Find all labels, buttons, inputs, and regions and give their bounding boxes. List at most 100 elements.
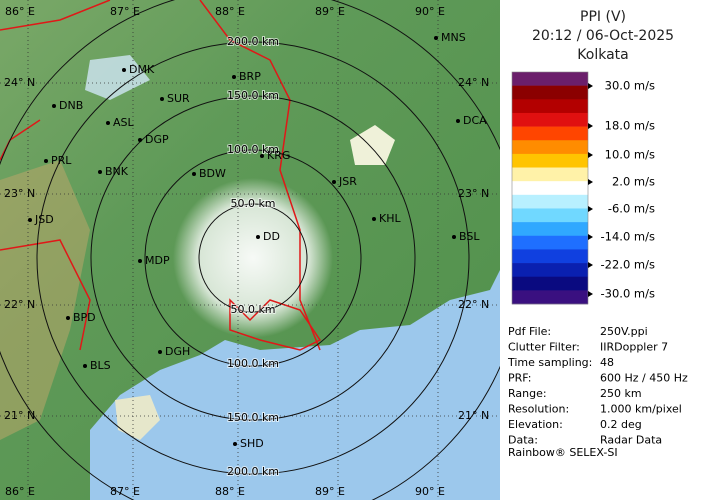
scale-label: 2.0 m/s: [612, 175, 655, 189]
city-label: BRP: [239, 70, 261, 83]
scale-label: -14.0 m/s: [601, 230, 655, 244]
city-label: DGH: [165, 345, 190, 358]
lon-label: 87° E: [110, 5, 140, 18]
range-label: 200.0 km: [227, 35, 279, 48]
scale-band: [512, 99, 588, 114]
map-labels: 86° E 87° E 88° E 89° E 90° E 86° E 87° E 88° E…: [4, 5, 489, 498]
graticule: [0, 0, 500, 500]
lat-label: 21° N: [458, 409, 489, 422]
scale-band: [512, 126, 588, 141]
info-label: Resolution:: [508, 403, 569, 416]
range-label: 100.0 km: [227, 143, 279, 156]
scale-band: [512, 194, 588, 209]
city-label: JSD: [34, 213, 54, 226]
lat-label: 24° N: [4, 76, 35, 89]
scale-pointer: [588, 123, 593, 129]
echo-cloud: [85, 55, 150, 100]
scale-frame: [511, 71, 589, 305]
range-ring: [36, 41, 470, 475]
city-dot: [456, 119, 460, 123]
city-dot: [434, 36, 438, 40]
lon-label: 90° E: [415, 5, 445, 18]
city-label: SHD: [240, 437, 264, 450]
city-label: DNB: [59, 99, 83, 112]
city-label: DMK: [129, 63, 155, 76]
info-label: Clutter Filter:: [508, 341, 580, 354]
range-ring: [90, 95, 416, 421]
scale-label: 18.0 m/s: [605, 119, 655, 133]
lon-label: 86° E: [5, 485, 35, 498]
info-label: Data:: [508, 434, 538, 447]
range-label: 100.0 km: [227, 357, 279, 370]
scale-label: -30.0 m/s: [601, 287, 655, 301]
range-label: 150.0 km: [227, 89, 279, 102]
scale-band: [512, 208, 588, 223]
scale-band: [512, 153, 588, 168]
scale-band: [512, 167, 588, 182]
city-dot: [233, 442, 237, 446]
info-value: IIRDoppler 7: [600, 341, 668, 354]
city-label: ASL: [113, 116, 135, 129]
scale-pointer: [588, 206, 593, 212]
scale-pointer: [588, 152, 593, 158]
scale-pointer: [588, 291, 593, 297]
info-label: Pdf File:: [508, 325, 551, 338]
city-dot: [452, 235, 456, 239]
city-dot: [66, 316, 70, 320]
city-label: DD: [263, 230, 280, 243]
lat-label: 21° N: [4, 409, 35, 422]
city-label: PRL: [51, 154, 72, 167]
city-dot: [98, 170, 102, 174]
panel-text: PPI (V) 20:12 / 06-Oct-2025 Kolkata 30.0 m/…: [507, 9, 688, 459]
lon-label: 87° E: [110, 485, 140, 498]
city-label: BNK: [105, 165, 129, 178]
lon-label: 88° E: [215, 485, 245, 498]
panel-title: Kolkata: [577, 47, 628, 63]
scale-band: [512, 249, 588, 264]
city-dot: [160, 97, 164, 101]
city-dot: [372, 217, 376, 221]
city-label: DCA: [463, 114, 487, 127]
city-dot: [332, 180, 336, 184]
city-label: BDW: [199, 167, 226, 180]
city-label: KHL: [379, 212, 401, 225]
range-label: 50.0 km: [230, 303, 275, 316]
delta-border: [229, 298, 322, 351]
scale-label: 10.0 m/s: [605, 148, 655, 162]
scale-band: [512, 72, 588, 86]
city-label: JSR: [338, 175, 357, 188]
scale-band: [512, 181, 588, 196]
city-dot: [192, 172, 196, 176]
lon-label: 90° E: [415, 485, 445, 498]
city-label: BPD: [73, 311, 96, 324]
scale-label: -22.0 m/s: [601, 258, 655, 272]
panel-title: PPI (V): [580, 9, 626, 25]
city-dot: [28, 218, 32, 222]
range-label: 200.0 km: [227, 465, 279, 478]
city-dot: [83, 364, 87, 368]
info-label: Range:: [508, 387, 547, 400]
city-dot: [138, 259, 142, 263]
city-dot: [158, 350, 162, 354]
lon-label: 89° E: [315, 5, 345, 18]
scale-band: [512, 85, 588, 100]
city-dot: [232, 75, 236, 79]
city-label: KRG: [267, 149, 290, 162]
city-label: DGP: [145, 133, 169, 146]
lon-label: 88° E: [215, 5, 245, 18]
info-value: 0.2 deg: [600, 418, 642, 431]
city-label: MNS: [441, 31, 466, 44]
city-label: MDP: [145, 254, 170, 267]
info-label: Elevation:: [508, 418, 563, 431]
info-value: 48: [600, 356, 614, 369]
city-label: BLS: [90, 359, 111, 372]
info-label: PRF:: [508, 372, 531, 385]
info-value: 250 km: [600, 387, 642, 400]
lon-label: 89° E: [315, 485, 345, 498]
sea: [90, 270, 500, 500]
city-dot: [260, 154, 264, 158]
scale-label: -6.0 m/s: [608, 202, 655, 216]
lat-label: 23° N: [4, 187, 35, 200]
scale-band: [512, 276, 588, 291]
